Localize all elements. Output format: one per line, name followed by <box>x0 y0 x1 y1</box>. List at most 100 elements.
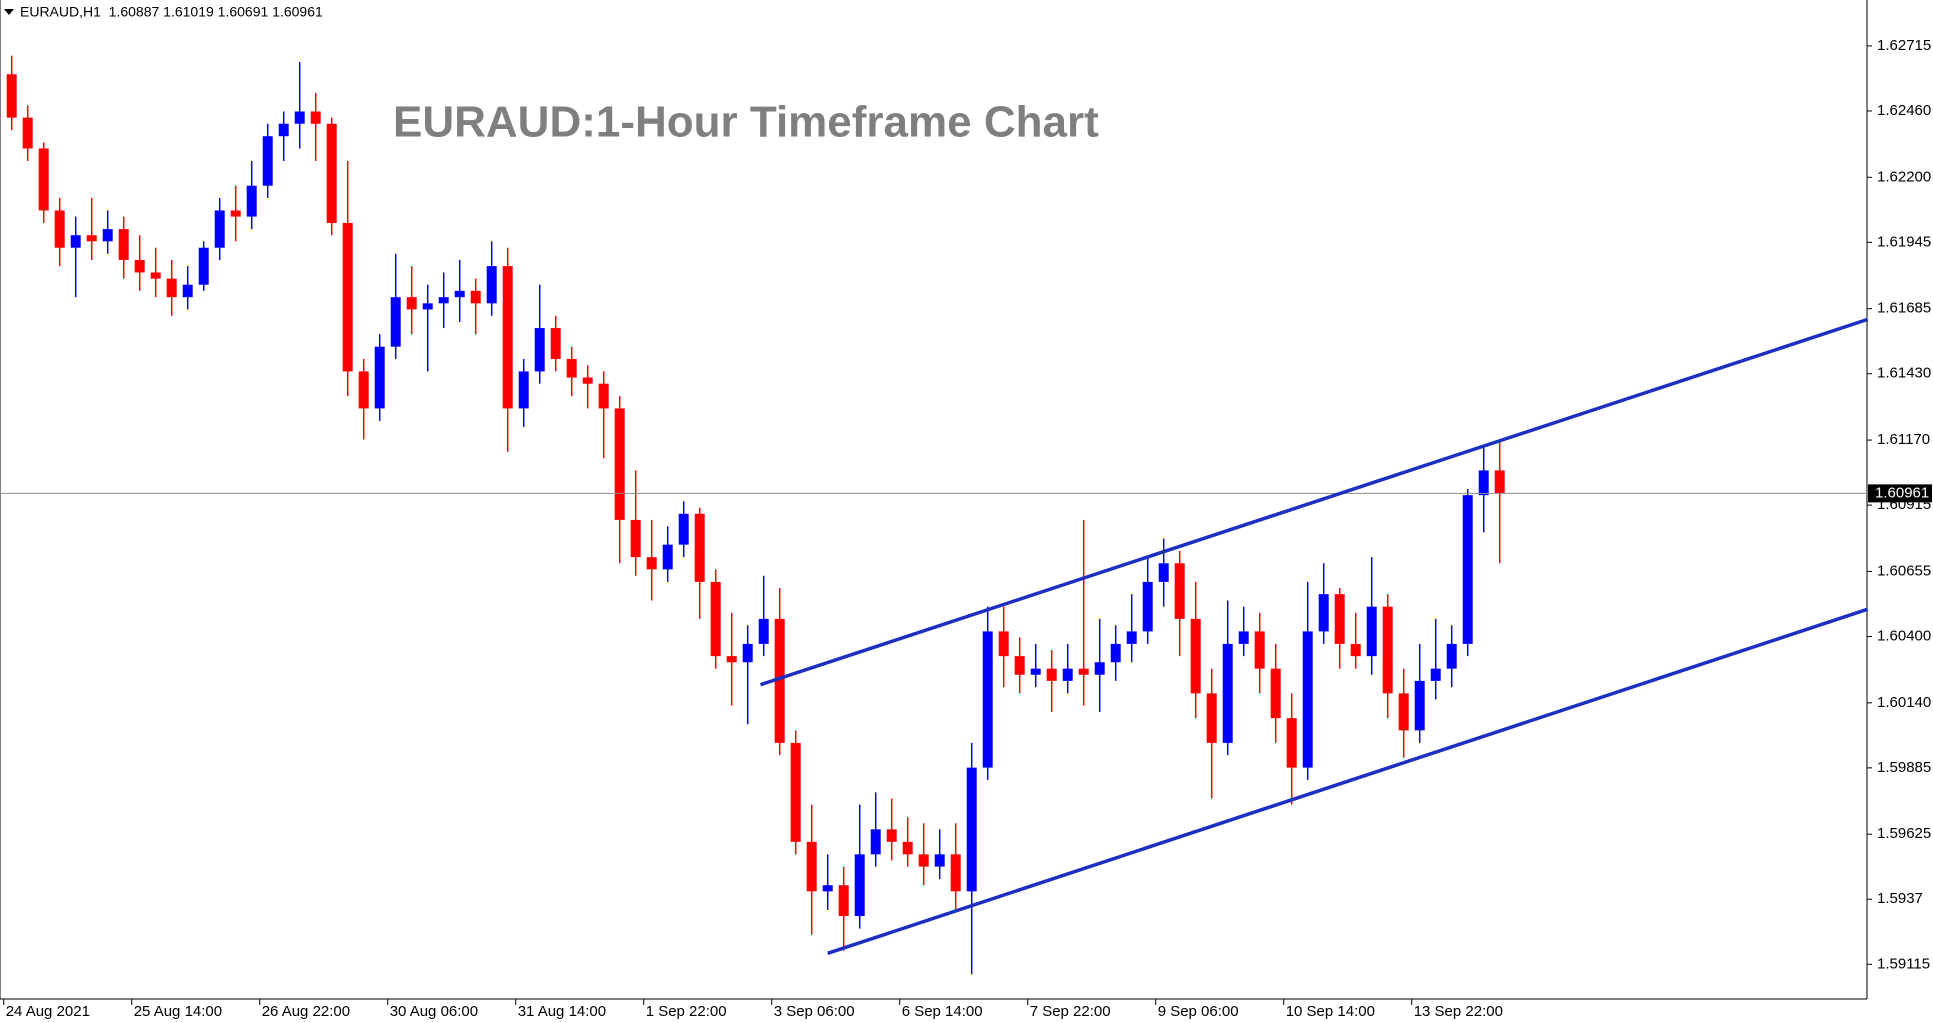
candle-body <box>438 297 449 304</box>
candle-body <box>6 74 17 118</box>
y-tick-label: 1.59115 <box>1877 955 1930 972</box>
candle-body <box>630 519 641 558</box>
candle-body <box>838 885 849 917</box>
candle-body <box>454 290 465 298</box>
candle-body <box>758 618 769 644</box>
y-tick-label: 1.5937 <box>1877 890 1923 907</box>
y-tick-label: 1.60400 <box>1877 627 1931 644</box>
y-tick-label: 1.61170 <box>1877 431 1930 448</box>
candle-body <box>230 210 241 217</box>
candle-body <box>998 631 1009 657</box>
candle-body <box>422 303 433 310</box>
y-tick-label: 1.60655 <box>1877 562 1931 579</box>
candle-body <box>1462 495 1473 644</box>
y-tick-label: 1.59625 <box>1877 825 1931 842</box>
candle-body <box>870 829 881 855</box>
candle-body <box>1110 643 1121 663</box>
y-tick-label: 1.60140 <box>1877 694 1931 711</box>
candle-body <box>22 117 33 149</box>
header-label: EURAUD,H1 1.60887 1.61019 1.60691 1.6096… <box>20 4 323 20</box>
candle-body <box>710 581 721 657</box>
candle-body <box>806 841 817 892</box>
candle-body <box>326 123 337 223</box>
candle-body <box>1174 563 1185 619</box>
candle-body <box>1206 693 1217 743</box>
candle-body <box>694 513 705 582</box>
candle-body <box>1270 668 1281 719</box>
candle-body <box>854 854 865 917</box>
candle-body <box>1382 606 1393 694</box>
candle-body <box>598 383 609 409</box>
candle-body <box>918 854 929 867</box>
candle-body <box>1478 470 1489 496</box>
y-tick-label: 1.62715 <box>1877 37 1931 54</box>
candle-body <box>1030 668 1041 675</box>
candle-body <box>646 557 657 570</box>
candle-body <box>1014 656 1025 675</box>
candle-body <box>982 631 993 768</box>
candle-body <box>1446 643 1457 669</box>
trendline <box>759 317 1869 687</box>
candle-body <box>1094 662 1105 675</box>
candle-body <box>310 111 321 124</box>
y-tick-label: 1.61430 <box>1877 365 1931 382</box>
candle-body <box>1318 594 1329 632</box>
x-tick-label: 7 Sep 22:00 <box>1030 1003 1111 1020</box>
x-tick-label: 13 Sep 22:00 <box>1414 1003 1503 1020</box>
candle-body <box>550 328 561 359</box>
candle-body <box>566 358 577 378</box>
x-tick-label: 30 Aug 06:00 <box>390 1003 478 1020</box>
x-tick-label: 1 Sep 22:00 <box>646 1003 727 1020</box>
candle-body <box>390 297 401 347</box>
x-tick-label: 26 Aug 22:00 <box>262 1003 350 1020</box>
y-tick-label: 1.61945 <box>1877 233 1931 250</box>
candle-body <box>198 247 209 285</box>
candle-body <box>1158 563 1169 582</box>
candle-body <box>902 841 913 855</box>
candle-body <box>278 123 289 137</box>
current-price-box <box>1868 484 1932 503</box>
candle-body <box>1222 643 1233 743</box>
candle-body <box>1190 618 1201 694</box>
candle-body <box>262 136 273 186</box>
y-tick-label: 1.59885 <box>1877 759 1931 776</box>
x-tick-label: 25 Aug 14:00 <box>134 1003 222 1020</box>
candle-body <box>342 222 353 372</box>
candle-body <box>406 297 417 310</box>
candle-body <box>1062 668 1073 681</box>
candle-body <box>486 266 497 304</box>
candle-body <box>966 767 977 892</box>
candle-body <box>102 229 113 242</box>
candle-body <box>822 885 833 892</box>
candle-body <box>38 148 49 211</box>
candle-body <box>1334 594 1345 644</box>
candle-body <box>358 371 369 409</box>
candle-body <box>886 829 897 842</box>
candle-body <box>54 210 65 248</box>
candle-body <box>1142 581 1153 632</box>
candle-body <box>118 229 129 260</box>
candle-body <box>374 346 385 409</box>
candle-body <box>214 210 225 248</box>
candle-body <box>742 643 753 663</box>
candle-body <box>726 656 737 663</box>
x-tick-label: 6 Sep 14:00 <box>902 1003 983 1020</box>
candle-body <box>150 272 161 279</box>
candle-body <box>1430 668 1441 681</box>
candle-body <box>1078 668 1089 675</box>
candle-body <box>614 408 625 520</box>
candle-body <box>86 235 97 242</box>
chart-title: EURAUD:1-Hour Timeframe Chart <box>393 98 1099 147</box>
candle-body <box>662 544 673 570</box>
y-tick-label: 1.62460 <box>1877 102 1931 119</box>
candle-body <box>774 618 785 743</box>
trendline <box>827 607 1869 955</box>
candle-body <box>518 371 529 409</box>
x-tick-label: 9 Sep 06:00 <box>1158 1003 1239 1020</box>
candle-body <box>678 513 689 545</box>
y-tick-label: 1.61685 <box>1877 300 1931 317</box>
candle-body <box>1238 631 1249 644</box>
candle-body <box>1366 606 1377 657</box>
